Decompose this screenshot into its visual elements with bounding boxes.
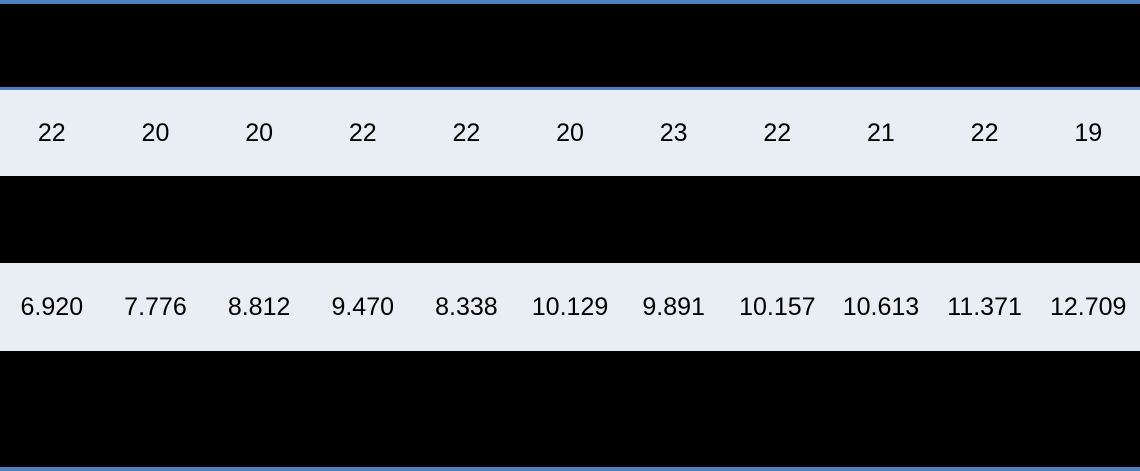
table-cell: 9.470 (331, 292, 395, 321)
table-cell: 20 (141, 118, 170, 147)
table-cell: 20 (245, 118, 273, 147)
table-row-decimals: 6.920 7.776 8.812 9.470 8.338 10.129 9.8… (0, 263, 1140, 351)
table-cell: 21 (867, 118, 895, 147)
table-cell: 22 (37, 118, 66, 147)
table-cell: 10.613 (842, 292, 920, 321)
table-cell: 12.709 (1049, 292, 1127, 321)
table-cell: 22 (452, 118, 481, 147)
table-cell: 8.812 (227, 292, 291, 321)
table-cell: 6.920 (20, 292, 84, 321)
table-cell: 22 (970, 118, 999, 147)
table-row-integers: 22 20 20 22 22 20 23 22 21 22 19 (0, 90, 1140, 176)
table-cell: 8.338 (435, 292, 498, 321)
black-band-bottom (0, 351, 1140, 467)
table-cell: 9.891 (642, 292, 705, 321)
table-cell: 7.776 (124, 292, 187, 321)
table-cell: 22 (348, 118, 377, 147)
table-top-border (0, 0, 1140, 4)
table-cell: 10.157 (739, 292, 816, 321)
black-band-header (0, 4, 1140, 87)
table-cell: 19 (1074, 118, 1103, 147)
table-cell: 20 (556, 118, 584, 147)
header-separator-rule (0, 87, 1140, 90)
table-bottom-border (0, 467, 1140, 471)
table-cell: 23 (659, 118, 688, 147)
table-cell: 10.129 (531, 292, 609, 321)
black-band-middle (0, 176, 1140, 263)
table-cell: 22 (763, 118, 792, 147)
table-cell: 11.371 (947, 292, 1022, 321)
